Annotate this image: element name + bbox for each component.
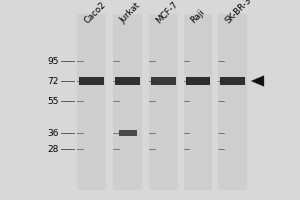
FancyBboxPatch shape: [218, 14, 247, 190]
FancyBboxPatch shape: [79, 77, 104, 85]
FancyBboxPatch shape: [149, 14, 178, 190]
Text: MCF-7: MCF-7: [154, 0, 180, 25]
FancyBboxPatch shape: [118, 130, 136, 136]
FancyBboxPatch shape: [220, 77, 245, 85]
FancyBboxPatch shape: [186, 77, 210, 85]
Text: SK-BR-3: SK-BR-3: [223, 0, 253, 25]
Text: Caco2: Caco2: [82, 0, 107, 25]
FancyBboxPatch shape: [115, 77, 140, 85]
Text: Jurkat: Jurkat: [118, 1, 142, 25]
FancyBboxPatch shape: [151, 77, 176, 85]
Text: 72: 72: [47, 76, 58, 86]
Polygon shape: [251, 76, 264, 86]
FancyBboxPatch shape: [113, 14, 142, 190]
Text: 55: 55: [47, 97, 58, 106]
Text: 36: 36: [47, 129, 58, 138]
Text: 95: 95: [47, 56, 58, 66]
Text: Raji: Raji: [189, 7, 206, 25]
Text: 28: 28: [47, 144, 58, 154]
FancyBboxPatch shape: [77, 14, 106, 190]
FancyBboxPatch shape: [184, 14, 212, 190]
